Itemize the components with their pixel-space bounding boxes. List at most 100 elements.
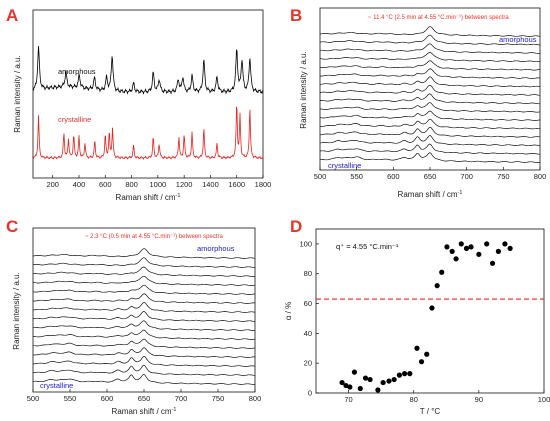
panel-a-x-tick-label: 1200: [176, 180, 193, 189]
panel-b: B 500 550 600 650 700 750 800 ~ 11.4 °C (2.5 m…: [290, 6, 546, 199]
data-point: [375, 387, 381, 393]
data-point: [439, 269, 445, 275]
panel-c-x-tick-label: 550: [64, 394, 77, 403]
panel-d-x-title: T / °C: [420, 407, 441, 416]
panel-c-y-title: Raman intensity / a.u.: [12, 272, 21, 349]
data-point: [414, 345, 420, 351]
panel-d-y-tick-label: 40: [304, 329, 312, 338]
panel-b-x-tick-label: 550: [350, 172, 363, 181]
spectrum-line: [32, 364, 256, 376]
panel-letter-a: A: [6, 6, 18, 25]
spectrum-line: [32, 338, 256, 349]
panel-a-label-crystalline: crystalline: [58, 115, 91, 124]
panel-a-x-tick-label: 200: [46, 180, 59, 189]
panel-d-y-tick-label: 0: [308, 389, 312, 398]
data-point: [463, 245, 470, 251]
spectrum-line: [319, 93, 541, 105]
panel-letter-d: D: [290, 217, 302, 236]
data-point: [362, 375, 369, 381]
panel-c-annotation: ~ 2.3 °C (0.5 min at 4.55 °C.min⁻¹) betw…: [85, 234, 224, 240]
panel-d-y-title: α / %: [284, 302, 293, 320]
data-point: [429, 305, 435, 311]
panel-d-y-ticks: 0 20 40 60 80 100: [299, 239, 319, 398]
panel-c-spectra: [32, 248, 256, 385]
spectrum-line: [319, 52, 541, 63]
panel-d-x-tick-label: 70: [344, 395, 352, 404]
data-point: [507, 245, 513, 251]
panel-c-x-title: Raman shift / cm-1: [112, 407, 177, 416]
spectrum-line: [33, 266, 256, 277]
panel-d-y-tick-label: 80: [304, 269, 312, 278]
panel-d-y-tick-label: 100: [299, 239, 312, 248]
panel-c-x-tick-label: 500: [27, 394, 40, 403]
panel-a-x-title: Raman shift / cm-1: [116, 193, 181, 202]
spectrum-line: [320, 126, 541, 138]
panel-d-x-tick-label: 100: [538, 395, 550, 404]
panel-a-label-amorphous: amorphous: [58, 67, 96, 76]
data-point: [484, 241, 490, 247]
spectrum-line: [32, 374, 255, 385]
panel-a-frame: [32, 9, 264, 179]
panel-d-annotation: q⁺ = 4.55 °C.min⁻¹: [336, 242, 399, 251]
data-point: [502, 241, 508, 247]
spectrum-line: [319, 26, 541, 37]
spectrum-line: [32, 302, 256, 313]
data-point: [347, 384, 353, 390]
panel-b-x-tick-label: 500: [314, 172, 327, 181]
panel-d: D 70 80 90 100 0 20 40 60 80 100 q⁺ = 4.55 °C.mi…: [284, 217, 550, 416]
panel-c-x-tick-label: 700: [175, 394, 188, 403]
data-point: [396, 372, 402, 378]
panel-b-spectra: [319, 26, 541, 163]
spectrum-line: [32, 347, 255, 358]
panel-a-spectra: [32, 46, 264, 160]
spectrum-line: [32, 275, 256, 286]
panel-a-y-title: Raman intensity / a.u.: [13, 55, 22, 132]
crystalline-spectrum-line: [32, 106, 264, 160]
data-point: [391, 376, 397, 383]
panel-d-y-tick-label: 20: [304, 359, 312, 368]
panel-b-x-ticks: 500 550 600 650 700 750 800: [314, 167, 547, 181]
data-point: [386, 378, 392, 384]
panel-a-x-tick-label: 1000: [150, 180, 167, 189]
spectrum-line: [32, 320, 256, 331]
panel-b-label-crystalline: crystalline: [328, 161, 361, 170]
spectrum-line: [320, 43, 541, 54]
panel-letter-b: B: [290, 6, 302, 25]
panel-a-x-tick-label: 400: [73, 180, 86, 189]
spectrum-line: [32, 355, 256, 367]
data-point: [343, 382, 349, 389]
spectrum-line: [319, 143, 540, 155]
data-point: [489, 260, 496, 266]
panel-b-y-title: Raman intensity / a.u.: [299, 51, 308, 128]
data-point: [339, 379, 345, 386]
panel-c-label-crystalline: crystalline: [40, 381, 73, 390]
panel-a-x-ticks: 200 400 600 800 1000 1200 1400 1600 1800: [46, 175, 271, 189]
spectrum-line: [319, 134, 541, 147]
panel-d-y-tick-label: 60: [304, 299, 312, 308]
data-point: [407, 371, 413, 377]
data-point: [468, 244, 474, 250]
data-point: [367, 376, 373, 383]
data-point: [434, 283, 440, 289]
data-point: [453, 256, 459, 262]
panel-c: C 500 550 600 650 700 750 800 ~ 2.3 °C (0.5 mi…: [6, 217, 261, 416]
panel-b-x-tick-label: 800: [534, 172, 547, 181]
panel-c-x-tick-label: 600: [101, 394, 114, 403]
panel-b-x-tick-label: 700: [460, 172, 473, 181]
panel-a: A 200 400 600 800 1000 1200 1400 1600 1800 amorp…: [6, 6, 271, 202]
panel-a-x-tick-label: 1400: [202, 180, 219, 189]
data-point: [458, 241, 464, 247]
spectrum-line: [319, 118, 540, 130]
spectrum-line: [319, 60, 541, 71]
panel-a-x-tick-label: 800: [125, 180, 138, 189]
panel-b-annotation: ~ 11.4 °C (2.5 min at 4.55 °C.min⁻¹) bet…: [368, 15, 509, 21]
panel-c-x-tick-label: 750: [212, 394, 225, 403]
spectrum-line: [319, 84, 541, 96]
spectrum-line: [32, 284, 256, 295]
panel-c-label-amorphous: amorphous: [197, 244, 235, 253]
panel-b-x-tick-label: 650: [424, 172, 437, 181]
spectrum-line: [32, 329, 256, 340]
data-point: [418, 359, 425, 365]
panel-b-x-tick-label: 600: [387, 172, 400, 181]
